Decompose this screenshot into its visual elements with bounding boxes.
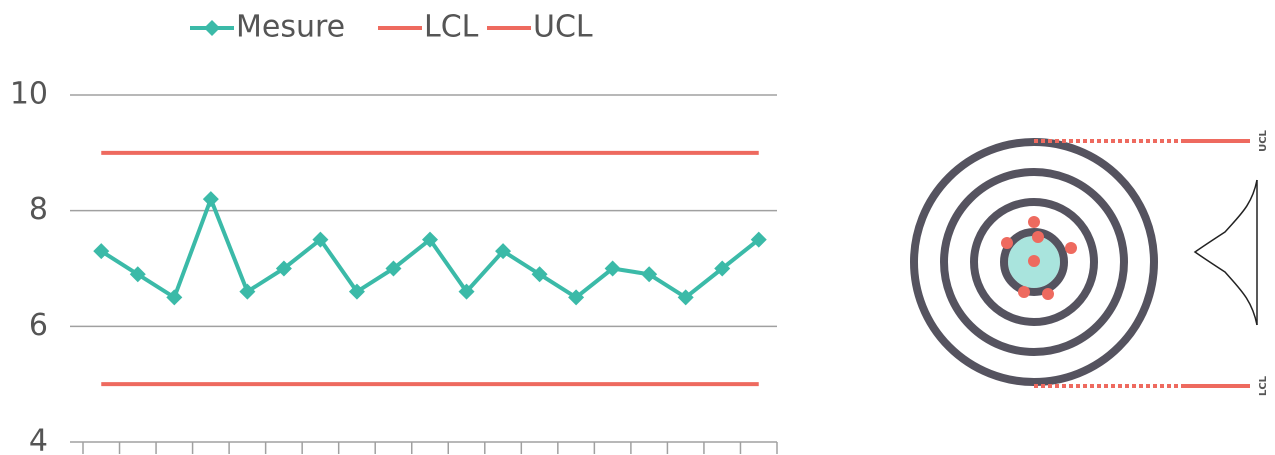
ucl-label: UCL <box>1258 129 1269 151</box>
legend-label: LCL <box>424 10 479 45</box>
y-tick-label: 10 <box>10 77 48 112</box>
y-tick-label: 4 <box>29 424 48 455</box>
y-tick-label: 6 <box>29 308 48 343</box>
y-tick-label: 8 <box>29 192 48 227</box>
marker <box>203 191 219 207</box>
legend-label: UCL <box>533 10 593 45</box>
legend-marker <box>204 20 220 36</box>
series-line <box>101 199 758 297</box>
bell-curve <box>1195 180 1257 325</box>
target-diagram: UCL LCL <box>914 129 1269 396</box>
legend-label: Mesure <box>236 10 345 45</box>
page: UCL LCL 4 6 8 10 Mesure LCL UCL <box>0 0 1275 455</box>
lcl-label: LCL <box>1258 375 1269 396</box>
